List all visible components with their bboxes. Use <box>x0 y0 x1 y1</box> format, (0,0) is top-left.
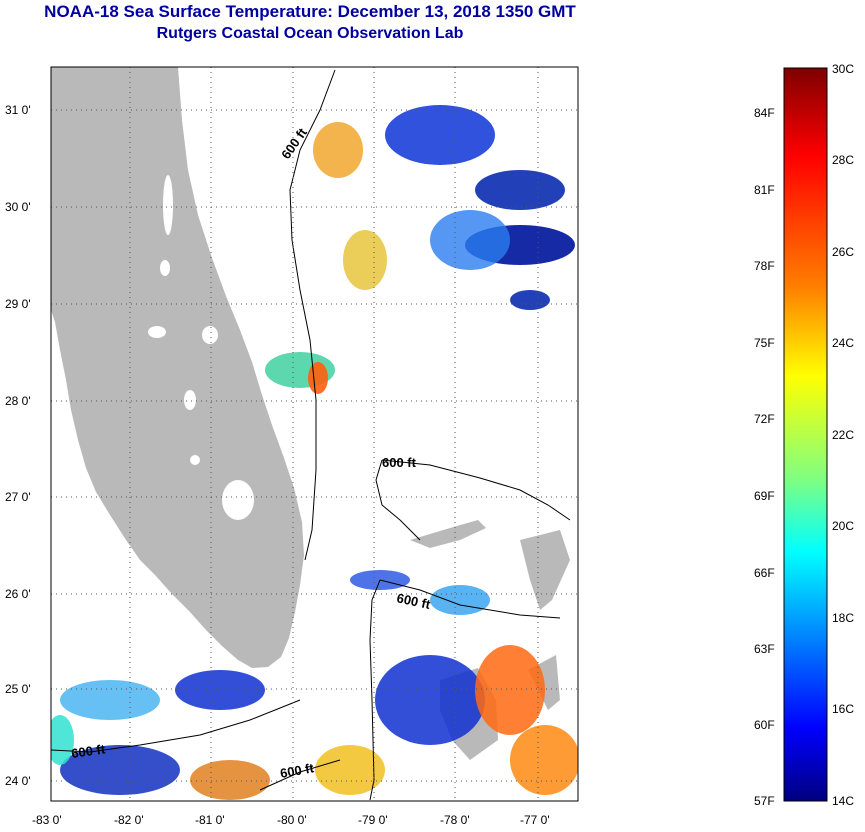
contour-lines <box>51 69 571 801</box>
colorbar-celsius-label: 24C <box>832 336 854 350</box>
lat-tick-label: 28 0' <box>5 394 31 408</box>
colorbar-fahrenheit-label: 66F <box>754 566 775 580</box>
sst-data-layer <box>51 105 578 800</box>
contour-label-600ft: 600 ft <box>395 590 432 612</box>
abaco-island <box>520 530 570 610</box>
colorbar-celsius-label: 26C <box>832 245 854 259</box>
colorbar-fahrenheit-label: 69F <box>754 489 775 503</box>
chart-subtitle: Rutgers Coastal Ocean Observation Lab <box>156 25 464 42</box>
lon-tick-label: -80 0' <box>277 813 307 827</box>
colorbar-fahrenheit-label: 60F <box>754 718 775 732</box>
lat-tick-label: 30 0' <box>5 200 31 214</box>
lat-tick-label: 27 0' <box>5 490 31 504</box>
colorbar-fahrenheit-label: 81F <box>754 183 775 197</box>
lon-tick-label: -79 0' <box>358 813 388 827</box>
lat-tick-label: 29 0' <box>5 297 31 311</box>
contour-label-600ft: 600 ft <box>279 760 316 781</box>
lon-tick-label: -82 0' <box>114 813 144 827</box>
colorbar-celsius-label: 14C <box>832 794 854 808</box>
lake <box>160 260 170 276</box>
lake <box>190 455 200 465</box>
colorbar-fahrenheit-label: 84F <box>754 106 775 120</box>
colorbar-fahrenheit-label: 57F <box>754 794 775 808</box>
lat-tick-label: 25 0' <box>5 682 31 696</box>
colorbar-fahrenheit-label: 63F <box>754 642 775 656</box>
grand-bahama-island <box>410 520 486 548</box>
chart-title: NOAA-18 Sea Surface Temperature: Decembe… <box>44 2 576 21</box>
colorbar-fahrenheit-label: 72F <box>754 412 775 426</box>
colorbar <box>783 67 828 802</box>
colorbar-fahrenheit-label: 78F <box>754 259 775 273</box>
colorbar-celsius-label: 28C <box>832 153 854 167</box>
lake <box>163 175 173 235</box>
colorbar-celsius-label: 18C <box>832 611 854 625</box>
colorbar-celsius-label: 30C <box>832 62 854 76</box>
lake <box>148 326 166 338</box>
lat-tick-label: 24 0' <box>5 774 31 788</box>
map-frame <box>50 66 579 802</box>
lat-tick-label: 31 0' <box>5 103 31 117</box>
lon-tick-label: -78 0' <box>440 813 470 827</box>
contour-label-600ft: 600 ft <box>382 455 417 470</box>
lake <box>202 326 218 344</box>
colorbar-celsius-label: 16C <box>832 702 854 716</box>
lon-tick-label: -81 0' <box>195 813 225 827</box>
colorbar-celsius-label: 20C <box>832 519 854 533</box>
colorbar-fahrenheit-label: 75F <box>754 336 775 350</box>
lat-tick-label: 26 0' <box>5 587 31 601</box>
lon-tick-label: -83 0' <box>32 813 62 827</box>
contour-label-600ft: 600 ft <box>70 741 106 761</box>
colorbar-celsius-label: 22C <box>832 428 854 442</box>
lake-okeechobee <box>222 480 254 520</box>
lon-tick-label: -77 0' <box>520 813 550 827</box>
lake <box>184 390 196 410</box>
